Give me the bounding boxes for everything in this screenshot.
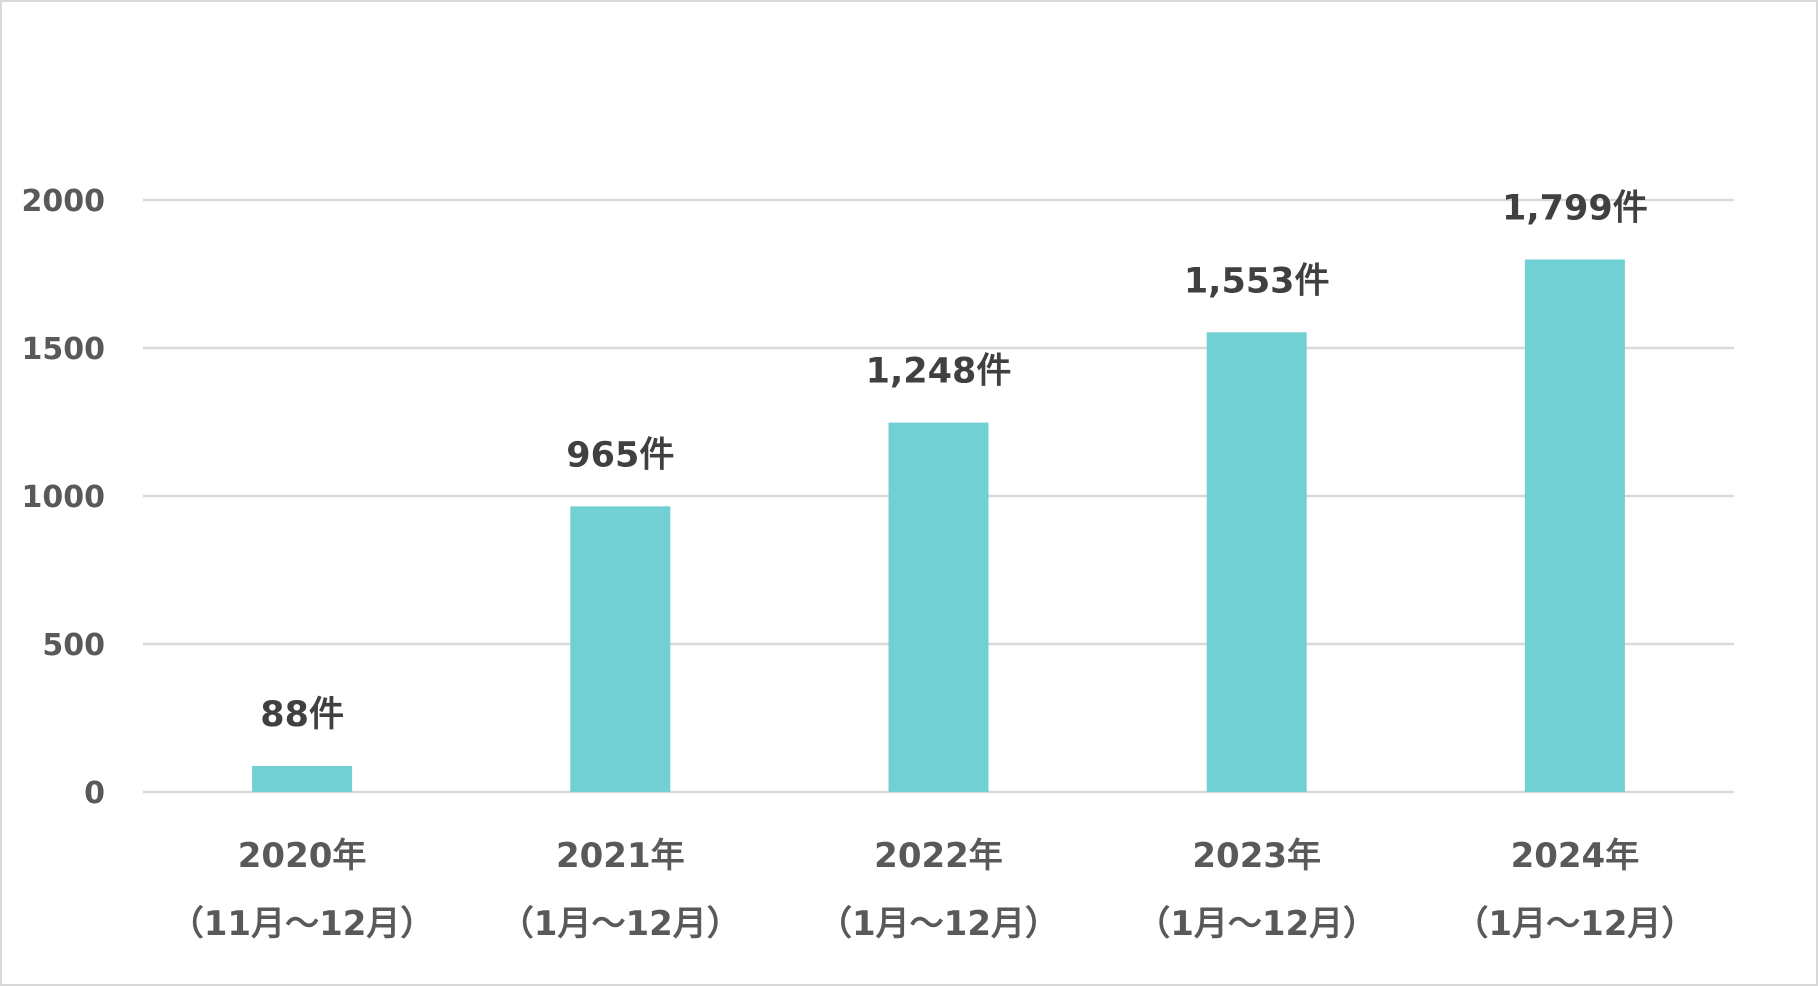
bar — [1524, 259, 1625, 793]
y-tick-label: 1500 — [22, 332, 106, 367]
y-tick-label: 1000 — [22, 480, 106, 515]
data-label: 1,248件 — [866, 352, 1012, 392]
bars — [252, 259, 1625, 793]
x-category-label-year: 2024年 — [1511, 836, 1640, 876]
x-category-label-period: （1月～12月） — [818, 904, 1059, 944]
x-category-label-year: 2022年 — [874, 836, 1003, 876]
data-label: 965件 — [566, 435, 674, 475]
x-axis-category-labels: 2020年 （11月～12月） 2021年 （1月～12月） 2022年 （1月～12月）… — [170, 836, 1696, 944]
x-category-label-period: （11月～12月） — [170, 904, 435, 944]
x-category-label-year: 2021年 — [556, 836, 685, 876]
y-tick-label: 2000 — [22, 184, 106, 219]
bar — [570, 506, 671, 792]
bar — [888, 422, 989, 792]
data-label: 88件 — [260, 695, 344, 735]
y-tick-label: 0 — [84, 776, 105, 811]
x-category-label-period: （1月～12月） — [500, 904, 741, 944]
y-tick-label: 500 — [42, 628, 105, 663]
x-category-label-year: 2023年 — [1192, 836, 1321, 876]
data-labels: 88件 965件 1,248件 1,553件 1,799件 — [260, 188, 1648, 734]
data-label: 1,799件 — [1502, 188, 1648, 228]
bar — [252, 765, 353, 792]
x-category-label-year: 2020年 — [238, 836, 367, 876]
y-axis-tick-labels: 0 500 1000 1500 2000 — [22, 184, 106, 811]
x-category-label-period: （1月～12月） — [1136, 904, 1377, 944]
data-label: 1,553件 — [1184, 261, 1330, 301]
bar — [1206, 332, 1307, 792]
x-category-label-period: （1月～12月） — [1454, 904, 1695, 944]
